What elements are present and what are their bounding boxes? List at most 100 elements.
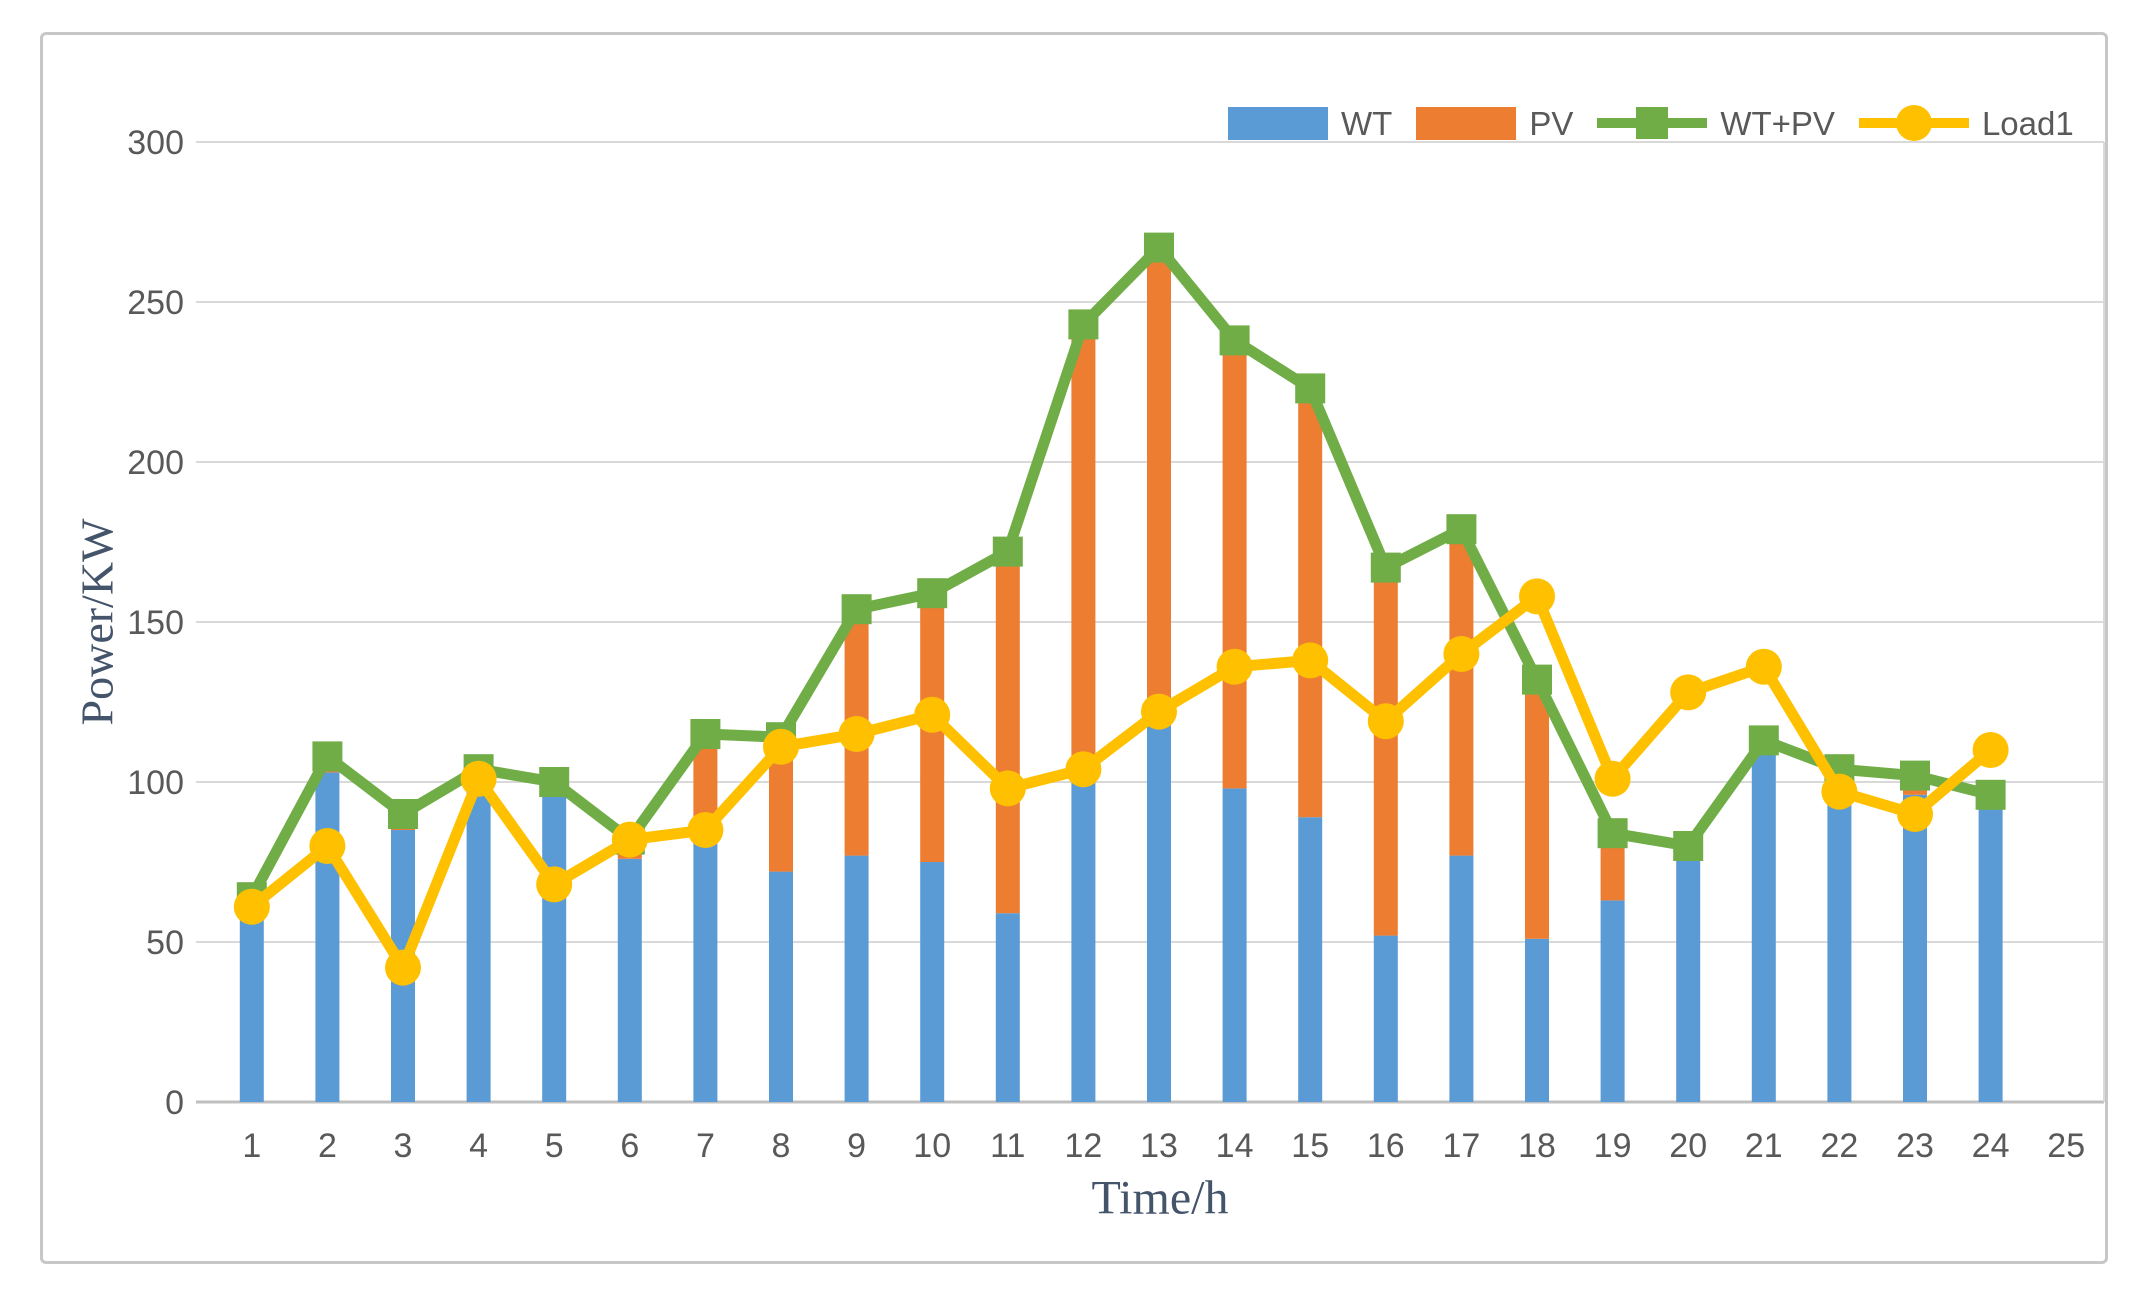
load1-circle-marker <box>838 716 875 752</box>
load1-circle-marker <box>1972 732 2009 768</box>
load1-circle-marker <box>989 770 1026 807</box>
bar-pv <box>1373 567 1398 936</box>
bar-wt <box>995 913 1020 1102</box>
wtpv-square-marker <box>1370 552 1401 583</box>
load1-circle-marker <box>536 866 573 903</box>
wtpv-square-marker <box>841 594 872 625</box>
legend-label-pv: PV <box>1529 104 1574 142</box>
bar-wt <box>1827 785 1852 1102</box>
wtpv-square-marker <box>1219 325 1250 356</box>
wtpv-square-marker <box>917 578 948 609</box>
bar-pv <box>1222 340 1247 789</box>
wtpv-square-marker <box>388 799 418 829</box>
bar-wt <box>769 871 793 1102</box>
bar-wt <box>542 794 567 1102</box>
wtpv-square-marker <box>690 719 721 749</box>
bar-pv <box>995 551 1020 914</box>
legend-item-pv: PV <box>1416 104 1574 142</box>
load1-line-marker-icon <box>1858 105 1969 141</box>
bar-pv <box>1449 529 1474 856</box>
x-tick-label: 10 <box>913 1127 951 1165</box>
x-tick-label: 7 <box>696 1127 715 1165</box>
x-tick-label: 22 <box>1820 1127 1858 1165</box>
load1-circle-marker <box>1670 674 1707 711</box>
x-tick-label: 11 <box>990 1127 1025 1165</box>
x-tick-label: 6 <box>620 1127 639 1165</box>
bar-wt <box>239 910 264 1102</box>
bar-wt <box>315 772 340 1102</box>
legend-label-load1: Load1 <box>1981 104 2074 142</box>
pv-swatch-icon <box>1416 106 1517 140</box>
x-tick-label: 13 <box>1140 1127 1178 1165</box>
bar-wt <box>1676 855 1701 1102</box>
load1-circle-marker <box>1897 796 1933 832</box>
bar-wt <box>1978 804 2003 1102</box>
load1-circle-marker <box>611 821 648 858</box>
bar-wt <box>617 858 642 1102</box>
x-tick-label: 2 <box>318 1127 337 1165</box>
y-tick-label: 200 <box>127 444 184 482</box>
load1-circle-marker <box>1141 693 1177 730</box>
x-tick-labels: 1 2 3 4 5 6 7 8 9 10 11 12 13 14 15 16 17 18 19 20 21 22 23 24 2… <box>242 1127 2085 1165</box>
wtpv-square-marker <box>312 741 343 772</box>
wtpv-square-marker <box>1900 760 1930 791</box>
wtpv-square-marker <box>1597 818 1628 849</box>
load1-circle-marker <box>460 760 497 797</box>
bar-wt <box>466 782 491 1102</box>
legend-item-load1: Load1 <box>1858 104 2074 142</box>
y-tick-label: 150 <box>127 604 184 642</box>
y-tick-labels: 0 50 100 150 200 250 300 <box>127 124 184 1122</box>
x-tick-label: 20 <box>1669 1127 1707 1165</box>
y-axis-title: Power/KW <box>71 518 123 726</box>
wtpv-square-marker <box>1748 725 1779 756</box>
x-tick-label: 19 <box>1594 1127 1632 1165</box>
load1-circle-marker <box>1745 648 1782 685</box>
wtpv-square-marker <box>1522 664 1552 695</box>
wtpv-square-marker <box>1068 309 1099 340</box>
x-tick-label: 24 <box>1972 1127 2010 1165</box>
load1-circle-marker <box>1292 642 1329 679</box>
bar-wt <box>1751 750 1776 1102</box>
x-tick-label: 17 <box>1442 1127 1480 1165</box>
wtpv-line-marker-icon <box>1597 105 1708 141</box>
bar-wt <box>693 839 718 1102</box>
bar-pv <box>1147 247 1171 722</box>
bar-pv <box>1525 679 1549 939</box>
wtpv-square-marker <box>1295 373 1326 404</box>
load1-circle-marker <box>1594 760 1631 797</box>
load1-circle-marker <box>309 828 346 864</box>
wtpv-square-marker <box>1975 779 2006 810</box>
legend-label-wt: WT <box>1341 104 1393 142</box>
wtpv-square-marker <box>1673 831 1704 861</box>
x-tick-label: 15 <box>1291 1127 1329 1165</box>
load1-circle-marker <box>687 812 724 848</box>
legend-label-wtpv: WT+PV <box>1720 104 1835 142</box>
legend: WT PV WT+PV Load1 <box>1228 103 2074 143</box>
x-tick-label: 21 <box>1745 1127 1783 1165</box>
bar-wt <box>1071 782 1096 1102</box>
x-axis-title: Time/h <box>1091 1171 1229 1225</box>
y-tick-label: 50 <box>146 924 184 962</box>
x-tick-label: 3 <box>394 1127 413 1165</box>
x-tick-label: 4 <box>469 1127 488 1165</box>
line-load1 <box>233 578 2009 986</box>
load1-circle-marker <box>1216 648 1253 685</box>
bar-wt <box>1449 855 1474 1102</box>
x-tick-label: 23 <box>1896 1127 1934 1165</box>
x-tick-label: 25 <box>2047 1127 2085 1165</box>
bar-wt <box>1600 900 1625 1102</box>
wtpv-square-marker <box>539 767 570 797</box>
load1-circle-marker <box>233 888 270 925</box>
bar-wt <box>844 855 869 1102</box>
wt-swatch-icon <box>1228 106 1328 140</box>
x-tick-label: 14 <box>1216 1127 1254 1165</box>
load1-circle-marker <box>385 949 421 986</box>
y-tick-label: 0 <box>165 1084 184 1122</box>
bar-wt <box>1525 938 1549 1102</box>
bar-wt <box>920 862 945 1102</box>
bar-pv <box>1298 388 1323 818</box>
bar-wt <box>1373 935 1398 1102</box>
y-tick-label: 300 <box>127 124 184 162</box>
